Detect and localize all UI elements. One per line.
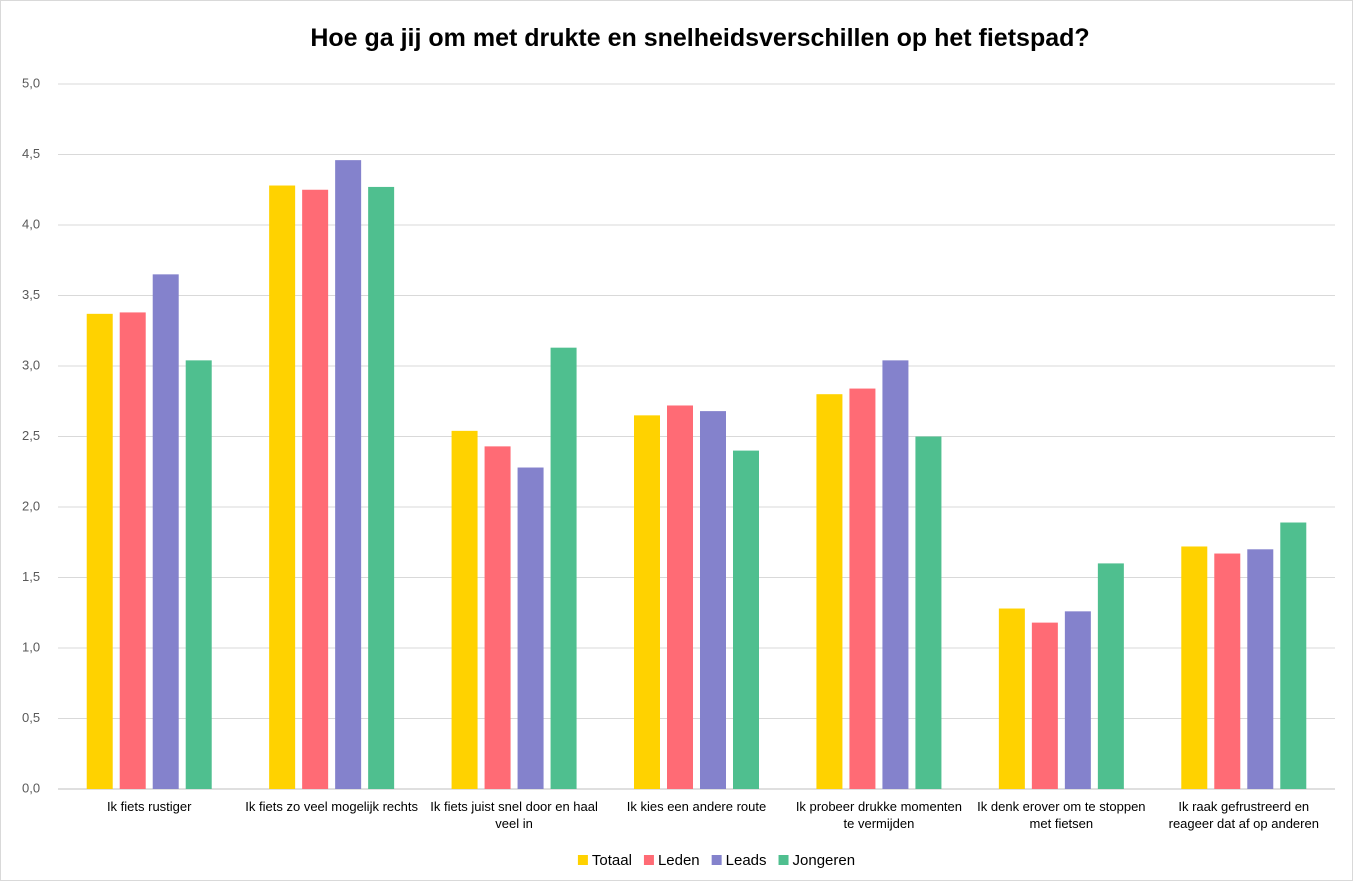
legend-swatch [643, 855, 654, 865]
y-tick-label: 0,5 [22, 710, 40, 725]
bar [451, 430, 478, 789]
x-tick-label: Ik denk erover om te stoppen met fietsen [977, 799, 1146, 831]
chart-title: Hoe ga jij om met drukte en snelheidsver… [310, 24, 1089, 52]
x-tick-label: Ik kies een andere route [626, 799, 767, 814]
bar [700, 411, 726, 789]
y-tick-label: 1,5 [22, 569, 40, 584]
bar [119, 312, 146, 789]
bar [634, 415, 660, 789]
bar [368, 186, 395, 789]
bar [517, 467, 544, 789]
bar [550, 347, 577, 789]
bar [816, 394, 843, 789]
legend-label: Totaal [592, 852, 632, 869]
bar [152, 274, 179, 790]
bar [269, 185, 296, 789]
bar [998, 608, 1025, 789]
y-tick-label: 4,0 [22, 216, 40, 231]
y-tick-label: 3,5 [22, 287, 40, 302]
bar [484, 446, 511, 789]
legend-label: Leden [658, 852, 700, 869]
y-tick-label: 2,0 [22, 498, 40, 513]
bar [1280, 522, 1307, 789]
y-tick-label: 0,0 [22, 780, 40, 795]
bar [1064, 611, 1091, 789]
y-tick-label: 1,0 [22, 639, 40, 654]
bar [667, 405, 693, 789]
bar [86, 313, 113, 789]
y-tick-label: 2,5 [22, 428, 40, 443]
bar [882, 360, 909, 789]
x-tick-label: Ik raak gefrustreerd en reageer dat af o… [1168, 799, 1319, 831]
x-tick-label: Ik fiets zo veel mogelijk rechts [245, 799, 418, 814]
x-tick-label: Ik fiets juist snel door en haal veel in [430, 799, 598, 831]
bar [1031, 622, 1058, 789]
legend-label: Jongeren [793, 852, 856, 869]
bar [302, 189, 329, 789]
legend-swatch [577, 855, 588, 865]
bar [1097, 563, 1124, 789]
bar [1214, 553, 1241, 789]
x-tick-label: Ik probeer drukke momenten te vermijden [795, 799, 963, 831]
bar [733, 450, 759, 789]
bar [915, 436, 942, 789]
legend-swatch [711, 855, 722, 865]
legend-label: Leads [726, 852, 767, 869]
legend-swatch [778, 855, 789, 865]
y-tick-label: 3,0 [22, 357, 40, 372]
bar [1181, 546, 1208, 789]
bar [1247, 549, 1274, 789]
bar [185, 360, 212, 789]
x-tick-label: Ik fiets rustiger [106, 799, 192, 814]
bar [849, 388, 876, 789]
bar [335, 160, 362, 789]
y-tick-label: 5,0 [22, 75, 40, 90]
y-tick-label: 4,5 [22, 146, 40, 161]
